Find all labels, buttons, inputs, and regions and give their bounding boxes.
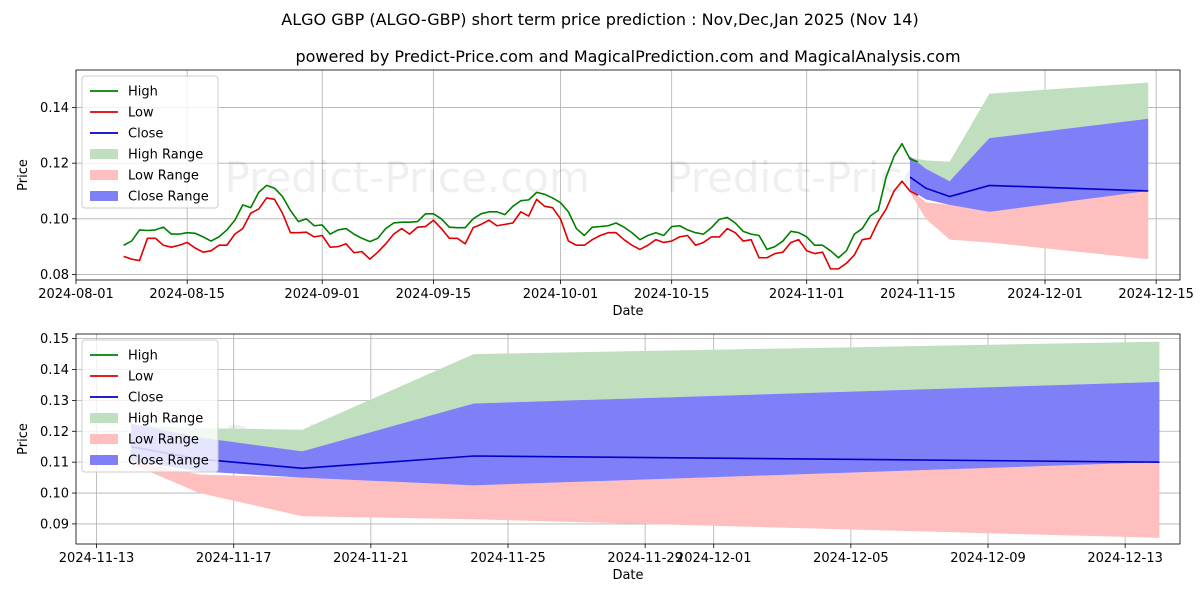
x-tick-label: 2024-12-15 [1118,287,1194,302]
x-tick-label: 2024-11-15 [880,287,956,302]
legend-swatch-high-range [90,149,118,159]
legend-label: Close Range [128,190,209,205]
legend-swatch-close-range [90,455,118,465]
axes-frame [75,69,1181,281]
watermark-text: Predict-Price.com [225,153,590,202]
low-price-line [123,180,919,270]
legend-label: Close [128,391,163,406]
high-range-area [909,82,1149,183]
x-tick-label: 2024-12-01 [676,551,752,566]
chart-title: ALGO GBP (ALGO-GBP) short term price pre… [281,10,918,29]
plot-area [123,82,1149,270]
y-axis-label: Price [16,423,31,455]
x-tick-label: 2024-08-15 [149,287,225,302]
y-tick-label: 0.10 [40,212,69,227]
legend-label: Close [128,127,163,142]
x-axis: 2024-11-13 2024-11-17 2024-11-21 2024-11-25… [59,544,1163,566]
legend-label: High Range [128,412,203,427]
x-tick-label: 2024-09-15 [396,287,472,302]
legend-label: Low [128,106,154,121]
low-range-area [130,460,1160,538]
high-range-area [130,341,1160,453]
legend-label: High Range [128,148,203,163]
legend-label: Low Range [128,169,199,184]
bottom-panel: Predict-Price.comPredict-Price.com2024-1… [16,332,1181,583]
legend-label: Close Range [128,454,209,469]
legend-label: Low Range [128,433,199,448]
y-tick-label: 0.14 [40,363,69,378]
y-axis: 0.09 0.10 0.11 0.12 0.13 0.14 0.15 [40,332,76,532]
y-tick-label: 0.11 [40,456,69,471]
legend: High Low Close High Range Low Range Close Ran… [81,339,219,473]
x-axis-label: Date [612,568,643,583]
x-tick-label: 2024-11-21 [333,551,409,566]
x-tick-label: 2024-12-09 [950,551,1026,566]
x-axis: 2024-08-01 2024-08-15 2024-09-01 2024-09-15… [38,280,1194,302]
x-tick-label: 2024-11-25 [470,551,546,566]
x-axis-label: Date [612,304,643,319]
legend-swatch-low-range [90,434,118,444]
y-tick-label: 0.12 [40,425,69,440]
y-tick-label: 0.09 [40,517,69,532]
top-panel: Predict-Price.com Predict-Price.com2024-0… [16,69,1194,319]
legend-label: High [128,85,158,100]
high-price-line [123,142,919,259]
legend-swatch-close-range [90,191,118,201]
y-tick-label: 0.12 [40,157,69,172]
y-tick-label: 0.10 [40,487,69,502]
x-tick-label: 2024-09-01 [284,287,360,302]
x-tick-label: 2024-11-29 [607,551,683,566]
y-axis: 0.08 0.10 0.12 0.14 [40,101,76,283]
plot-area [130,341,1160,538]
y-tick-label: 0.15 [40,332,69,347]
chart-subtitle: powered by Predict-Price.com and Magical… [295,47,960,66]
legend-label: Low [128,370,154,385]
x-tick-label: 2024-08-01 [38,287,114,302]
y-tick-label: 0.14 [40,101,69,116]
legend-swatch-high-range [90,413,118,423]
legend-swatch-low-range [90,170,118,180]
x-tick-label: 2024-11-13 [59,551,135,566]
x-tick-label: 2024-12-05 [813,551,889,566]
low-range-area [909,189,1149,260]
legend-label: High [128,349,158,364]
y-tick-label: 0.08 [40,268,69,283]
x-tick-label: 2024-11-17 [196,551,272,566]
close-prediction-line [909,176,1149,198]
x-tick-label: 2024-12-13 [1087,551,1163,566]
axes-frame [75,333,1181,545]
x-tick-label: 2024-10-01 [523,287,599,302]
x-tick-label: 2024-10-15 [634,287,710,302]
x-tick-label: 2024-11-01 [769,287,845,302]
legend: High Low Close High Range Low Range Close Ran… [81,75,219,209]
x-tick-label: 2024-12-01 [1007,287,1083,302]
y-tick-label: 0.13 [40,394,69,409]
y-axis-label: Price [16,159,31,191]
